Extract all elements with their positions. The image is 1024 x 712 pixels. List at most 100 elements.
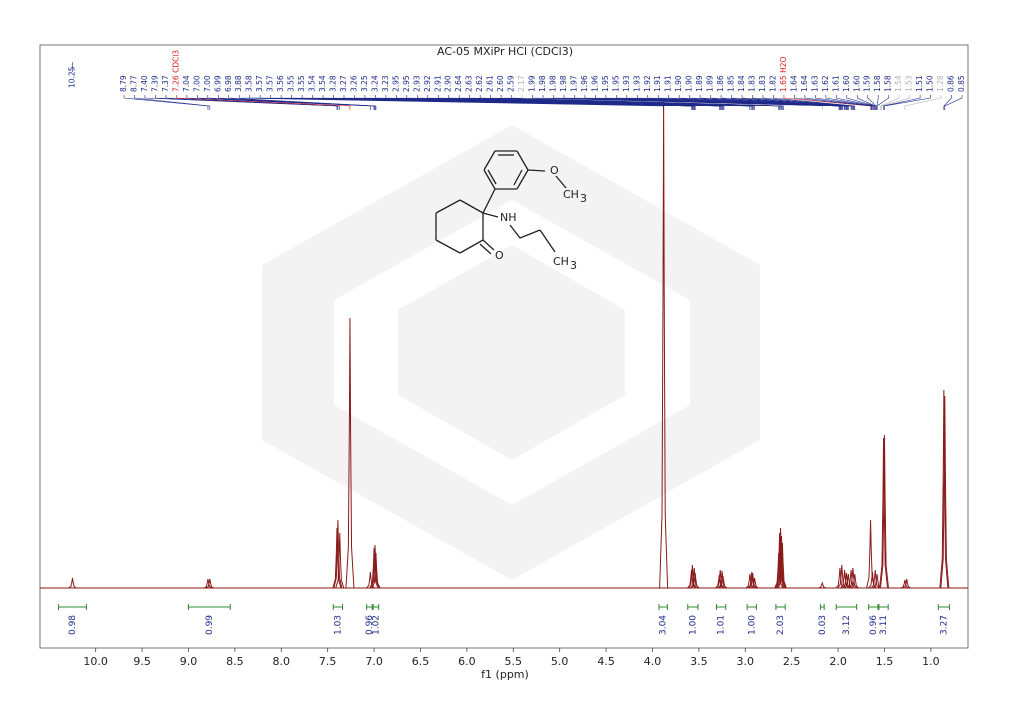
peak-label: 7.39 xyxy=(150,75,159,92)
integral-bracket xyxy=(868,604,879,610)
x-axis-label: f1 (ppm) xyxy=(481,668,529,681)
peak-label: 1.64 xyxy=(800,75,809,92)
peak xyxy=(777,542,787,589)
integral-label: 0.96 xyxy=(365,615,375,635)
plot-frame xyxy=(39,44,969,649)
peak-label: 0.86 xyxy=(947,75,956,92)
integral-bracket xyxy=(746,604,757,610)
peak-label: 2.60 xyxy=(496,75,505,92)
peak-label-connector xyxy=(720,95,852,110)
integral-bracket xyxy=(819,604,825,610)
integral-bracket xyxy=(775,604,786,610)
x-tick-label: 2.0 xyxy=(829,655,847,668)
integral-bracket xyxy=(658,604,668,610)
peak-label: 2.61 xyxy=(486,75,495,92)
peak-label: 6.98 xyxy=(224,75,233,92)
structure: O CH 3 NH O CH 3 xyxy=(435,150,587,272)
chart-title: AC-05 MXiPr HCl (CDCl3) xyxy=(437,45,573,58)
peak-label-connector xyxy=(884,95,931,110)
peak-label: 0.85 xyxy=(957,75,966,92)
peak-label: 7.04 xyxy=(182,75,191,92)
x-tick-label: 3.5 xyxy=(690,655,708,668)
peak-label-connector xyxy=(825,95,874,110)
peak xyxy=(870,569,880,589)
integral-label: 3.12 xyxy=(842,615,852,635)
peak-label-connector xyxy=(883,95,921,110)
peak-label: 1.91 xyxy=(653,75,662,92)
peak-label: 3.55 xyxy=(297,75,306,92)
peak xyxy=(776,535,786,589)
peak-label: 1.93 xyxy=(632,75,641,92)
peak-label: 3.58 xyxy=(245,75,254,92)
peak xyxy=(939,389,949,589)
atom-label: O xyxy=(495,249,504,262)
peak-label: 1.84 xyxy=(737,75,746,92)
atom-subscript: 3 xyxy=(580,192,587,205)
peak-label: 1.82 xyxy=(768,75,777,92)
peak-label: 7.40 xyxy=(140,75,149,92)
peak xyxy=(940,395,950,589)
peak-label: 7.00 xyxy=(203,75,212,92)
peak-label-connector xyxy=(322,95,696,110)
integral-label: 3.27 xyxy=(939,615,949,635)
integral-label: 1.00 xyxy=(688,615,698,635)
integral-bracket xyxy=(332,604,344,610)
peak xyxy=(345,317,355,589)
peak-label: 1.50 xyxy=(926,75,935,92)
integral-label: 3.04 xyxy=(659,615,669,635)
peak-label: 8.77 xyxy=(129,75,138,92)
integral-label: 1.03 xyxy=(333,615,343,635)
peak xyxy=(369,547,379,589)
atom-label: CH xyxy=(553,255,569,268)
x-tick-label: 4.5 xyxy=(597,655,615,668)
peak-label-connector xyxy=(815,95,873,110)
peak xyxy=(842,572,851,589)
x-tick-label: 8.0 xyxy=(273,655,291,668)
peak-label-connector xyxy=(867,95,877,110)
peak xyxy=(370,544,380,589)
peak-label: 1.91 xyxy=(664,75,673,92)
integral-label: 1.02 xyxy=(371,615,381,635)
peak-label: 1.61 xyxy=(831,75,840,92)
peak-label: 3.24 xyxy=(370,75,379,92)
peak-label: 3.57 xyxy=(255,75,264,92)
x-tick-label: 9.0 xyxy=(180,655,198,668)
x-tick-label: 6.0 xyxy=(458,655,476,668)
peak-label: 1.83 xyxy=(758,75,767,92)
peak-label: 1.64 xyxy=(789,75,798,92)
peak-label-connector xyxy=(448,95,755,110)
peak-label: 1.95 xyxy=(601,75,610,92)
peak-label-connector xyxy=(176,95,351,110)
peak-label-connector xyxy=(944,95,963,110)
x-tick-label: 8.5 xyxy=(226,655,244,668)
peak-label-connector xyxy=(217,95,376,110)
integral-bracket xyxy=(687,604,699,610)
peak-label: 1.90 xyxy=(674,75,683,92)
peak-label: 8.79 xyxy=(119,75,128,92)
peak-label-connector xyxy=(880,95,900,110)
peak xyxy=(689,567,699,589)
peak-label: 1.63 xyxy=(810,75,819,92)
peak-label-connector xyxy=(836,95,875,110)
peak-label: 3.54 xyxy=(308,75,317,92)
x-tick-label: 3.0 xyxy=(737,655,755,668)
x-tick-label: 7.5 xyxy=(319,655,337,668)
x-tick-label: 5.0 xyxy=(551,655,569,668)
watermark-core xyxy=(398,245,625,460)
peak-label: 1.98 xyxy=(538,75,547,92)
peak-label: 1.54 xyxy=(894,75,903,92)
peak xyxy=(850,573,860,589)
atom-label: O xyxy=(550,164,559,177)
x-tick-label: 2.5 xyxy=(783,655,801,668)
peak-label-connector xyxy=(762,95,855,110)
peak xyxy=(868,571,877,589)
integral-bracket xyxy=(366,604,373,610)
x-tick-label: 1.0 xyxy=(922,655,940,668)
x-tick-label: 6.5 xyxy=(412,655,430,668)
peak-label-connector xyxy=(741,95,854,110)
peak xyxy=(835,567,845,589)
integral-label: 0.98 xyxy=(68,615,78,635)
peak-label-connector xyxy=(876,95,889,110)
integral-bracket xyxy=(878,604,889,610)
peak-label: 7.37 xyxy=(161,75,170,92)
